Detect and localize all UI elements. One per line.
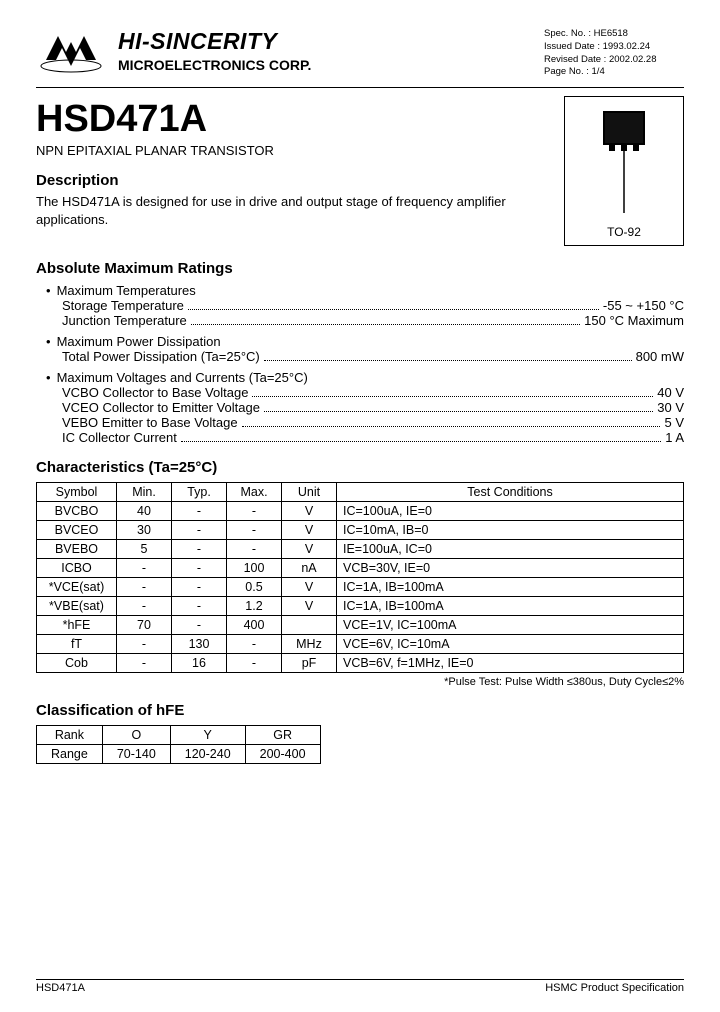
rating-row: VEBO Emitter to Base Voltage5 V [62,415,684,430]
amr-heading: Absolute Maximum Ratings [36,260,684,277]
characteristics-table: SymbolMin.Typ.Max.UnitTest Conditions BV… [36,482,684,673]
rating-group-title: Maximum Power Dissipation [46,334,684,349]
company-name: HI-SINCERITY [118,28,532,55]
rating-row: VCBO Collector to Base Voltage40 V [62,385,684,400]
part-number: HSD471A [36,98,548,141]
table-row: *VCE(sat)--0.5VIC=1A, IB=100mA [37,578,684,597]
table-row: BVCBO40--VIC=100uA, IE=0 [37,502,684,521]
meta-issued: Issued Date : 1993.02.24 [544,41,684,54]
table-header: Symbol [37,483,117,502]
table-row: BVEBO5--VIE=100uA, IC=0 [37,540,684,559]
page-footer: HSD471A HSMC Product Specification [36,979,684,994]
part-subtitle: NPN EPITAXIAL PLANAR TRANSISTOR [36,143,548,158]
divider [36,87,684,88]
table-header: Typ. [172,483,227,502]
footer-right: HSMC Product Specification [545,982,684,994]
package-diagram: TO-92 [564,96,684,246]
table-header: O [102,726,170,745]
company-subtitle: MICROELECTRONICS CORP. [118,57,532,73]
rating-group-title: Maximum Temperatures [46,283,684,298]
package-label: TO-92 [607,225,641,239]
footer-left: HSD471A [36,982,85,994]
table-header: Y [170,726,245,745]
rating-row: Storage Temperature-55 ~ +150 °C [62,298,684,313]
doc-meta: Spec. No. : HE6518 Issued Date : 1993.02… [544,28,684,79]
rating-row: IC Collector Current1 A [62,430,684,445]
meta-revised: Revised Date : 2002.02.28 [544,54,684,67]
table-row: *hFE70-400VCE=1V, IC=100mA [37,616,684,635]
description-heading: Description [36,172,548,189]
table-row: BVCEO30--VIC=10mA, IB=0 [37,521,684,540]
table-row: fT-130-MHzVCE=6V, IC=10mA [37,635,684,654]
table-header: Test Conditions [337,483,684,502]
table-cell: Range [37,745,103,764]
company-logo [36,28,106,76]
rating-row: Total Power Dissipation (Ta=25°C)800 mW [62,349,684,364]
table-row: ICBO--100nAVCB=30V, IE=0 [37,559,684,578]
table-header: Rank [37,726,103,745]
meta-page: Page No. : 1/4 [544,66,684,79]
table-header: Min. [117,483,172,502]
table-row: *VBE(sat)--1.2VIC=1A, IB=100mA [37,597,684,616]
table-cell: 70-140 [102,745,170,764]
rating-row: Junction Temperature150 °C Maximum [62,313,684,328]
table-cell: 120-240 [170,745,245,764]
rating-row: VCEO Collector to Emitter Voltage30 V [62,400,684,415]
hfe-heading: Classification of hFE [36,702,684,719]
rating-group-title: Maximum Voltages and Currents (Ta=25°C) [46,370,684,385]
table-header: Unit [282,483,337,502]
hfe-table: RankOYGR Range70-140120-240200-400 [36,725,321,764]
description-text: The HSD471A is designed for use in drive… [36,193,548,228]
char-heading: Characteristics (Ta=25°C) [36,459,684,476]
meta-spec: Spec. No. : HE6518 [544,28,684,41]
table-header: Max. [227,483,282,502]
table-header: GR [245,726,320,745]
table-cell: 200-400 [245,745,320,764]
table-row: Cob-16-pFVCB=6V, f=1MHz, IE=0 [37,654,684,673]
amr-list: Maximum TemperaturesStorage Temperature-… [36,283,684,445]
char-footnote: *Pulse Test: Pulse Width ≤380us, Duty Cy… [36,676,684,688]
